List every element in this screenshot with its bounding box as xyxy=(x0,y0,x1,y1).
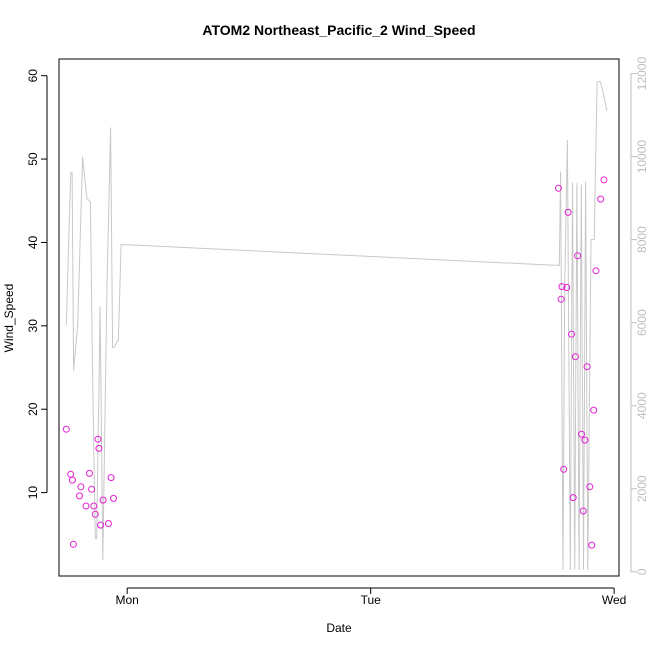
data-point xyxy=(85,469,93,477)
data-point xyxy=(564,208,572,216)
data-point xyxy=(62,425,70,433)
data-point xyxy=(600,176,608,184)
data-point xyxy=(554,184,562,192)
data-point xyxy=(88,485,96,493)
data-point xyxy=(560,465,568,473)
right-axis-series-line xyxy=(65,81,608,570)
data-point xyxy=(69,540,77,548)
bottom-axis-tick-label: Wed xyxy=(602,593,626,607)
right-axis: 0 2000 4000 6000 8000 10000 12000 xyxy=(630,56,649,575)
data-point xyxy=(581,436,589,444)
data-point xyxy=(76,492,83,500)
data-point xyxy=(563,284,571,291)
data-point xyxy=(583,363,591,371)
left-axis-tick-label: 40 xyxy=(26,236,40,250)
chart-title: ATOM2 Northeast_Pacific_2 Wind_Speed xyxy=(202,22,475,38)
right-axis-tick-label: 6000 xyxy=(635,309,649,336)
bottom-axis: Mon Tue Wed xyxy=(116,587,626,607)
data-point xyxy=(574,252,582,260)
data-point xyxy=(110,494,117,502)
data-point xyxy=(557,295,565,303)
left-axis-tick-label: 20 xyxy=(26,402,40,416)
left-axis-tick-label: 10 xyxy=(26,486,40,500)
data-point xyxy=(586,483,594,491)
data-point xyxy=(99,496,107,504)
data-point xyxy=(68,476,76,484)
data-point xyxy=(571,353,579,361)
data-point xyxy=(82,502,90,510)
right-axis-tick-label: 0 xyxy=(635,568,649,575)
data-point xyxy=(104,520,112,527)
x-axis-label: Date xyxy=(326,621,352,635)
right-axis-tick-label: 4000 xyxy=(635,392,649,419)
right-axis-tick-label: 12000 xyxy=(635,56,649,90)
data-point xyxy=(91,510,99,518)
data-point xyxy=(95,444,103,452)
bottom-axis-tick-label: Tue xyxy=(361,593,382,607)
right-axis-tick-label: 8000 xyxy=(635,226,649,253)
bottom-axis-tick-label: Mon xyxy=(116,593,139,607)
left-axis: 10 20 30 40 50 60 xyxy=(26,69,48,500)
data-point xyxy=(77,483,85,491)
plot-frame xyxy=(58,58,620,577)
right-axis-tick-label: 2000 xyxy=(635,475,649,502)
data-point xyxy=(94,435,102,443)
data-point xyxy=(107,474,115,482)
data-point xyxy=(579,507,587,515)
wind-speed-points xyxy=(62,176,608,549)
data-point xyxy=(558,283,566,291)
data-point xyxy=(592,267,600,275)
data-point xyxy=(569,494,577,502)
data-point xyxy=(590,406,598,414)
left-axis-tick-label: 30 xyxy=(26,319,40,333)
data-point xyxy=(97,521,105,529)
data-point xyxy=(597,195,605,203)
right-axis-line-series xyxy=(65,81,608,570)
data-point xyxy=(568,330,575,338)
data-point xyxy=(588,541,596,549)
left-axis-tick-label: 60 xyxy=(26,69,40,83)
data-point xyxy=(578,430,585,438)
right-axis-tick-label: 10000 xyxy=(635,140,649,174)
left-axis-tick-label: 50 xyxy=(26,152,40,166)
y-axis-label: Wind_Speed xyxy=(2,284,16,353)
data-point xyxy=(90,502,98,510)
